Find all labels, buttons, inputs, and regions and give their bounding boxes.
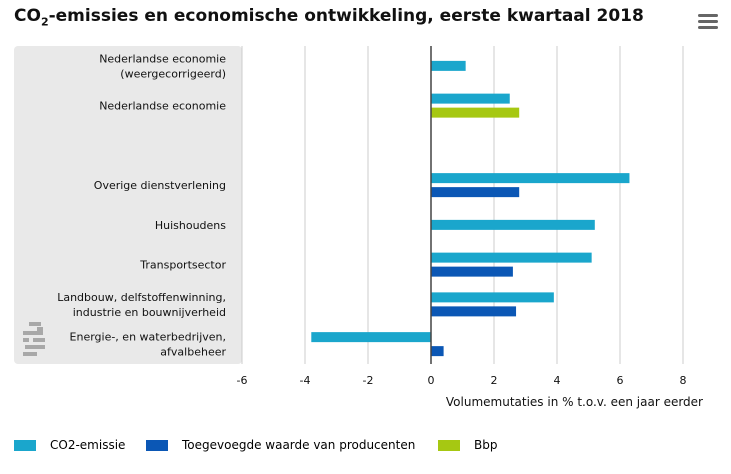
legend-label: Toegevoegde waarde van producenten bbox=[182, 438, 416, 452]
chart-title: CO2-emissies en economische ontwikkeling… bbox=[14, 6, 644, 29]
category-label-4: Huishoudens bbox=[155, 219, 226, 232]
x-tick-label: 8 bbox=[680, 374, 687, 387]
category-label-3: Overige dienstverlening bbox=[94, 179, 226, 192]
bar-series-0-cat-1 bbox=[431, 93, 510, 104]
legend-swatch bbox=[146, 439, 168, 451]
bar-series-1-cat-3 bbox=[431, 187, 520, 198]
category-label-0: Nederlandse economie (weergecorrigeerd) bbox=[99, 52, 226, 80]
category-label-line: Huishoudens bbox=[155, 219, 226, 232]
category-label-line: (weergecorrigeerd) bbox=[120, 67, 226, 80]
bar-series-0-cat-5 bbox=[431, 252, 592, 263]
category-label-7: Energie-, en waterbedrijven, afvalbeheer bbox=[70, 331, 227, 359]
cbs-logo bbox=[23, 322, 45, 356]
bar-series-2-cat-1 bbox=[431, 107, 520, 118]
bar-series-1-cat-5 bbox=[431, 266, 513, 277]
category-label-line: Nederlandse economie bbox=[99, 52, 226, 65]
bar-series-0-cat-0 bbox=[431, 60, 466, 71]
category-label-1: Nederlandse economie bbox=[99, 100, 226, 113]
x-tick-label: -4 bbox=[300, 374, 311, 387]
legend-item-0[interactable]: CO2-emissie bbox=[14, 438, 125, 452]
x-axis-label: Volumemutaties in % t.o.v. een jaar eerd… bbox=[446, 395, 703, 409]
category-label-line: Transportsector bbox=[139, 259, 226, 272]
x-tick-label: 4 bbox=[554, 374, 561, 387]
category-label-6: Landbouw, delfstoffenwinning, industrie e… bbox=[57, 291, 226, 319]
category-label-line: Energie-, en waterbedrijven, bbox=[70, 331, 226, 344]
bar-series-0-cat-3 bbox=[431, 173, 630, 184]
bar-series-0-cat-6 bbox=[431, 292, 554, 303]
bar-series-0-cat-7 bbox=[311, 332, 431, 343]
x-tick-label: 0 bbox=[428, 374, 435, 387]
legend-item-1[interactable]: Toegevoegde waarde van producenten bbox=[146, 438, 415, 452]
category-label-5: Transportsector bbox=[139, 259, 226, 272]
legend-item-2[interactable]: Bbp bbox=[438, 438, 497, 452]
bar-series-0-cat-4 bbox=[431, 219, 595, 230]
legend-label: CO2-emissie bbox=[50, 438, 126, 452]
category-label-line: afvalbeheer bbox=[160, 346, 226, 359]
legend-label: Bbp bbox=[474, 438, 498, 452]
x-tick-label: 6 bbox=[617, 374, 624, 387]
category-label-line: Nederlandse economie bbox=[99, 100, 226, 113]
category-panel bbox=[14, 46, 242, 364]
legend-swatch bbox=[14, 439, 36, 451]
legend-swatch bbox=[438, 439, 460, 451]
x-tick-label: -6 bbox=[237, 374, 248, 387]
bar-series-1-cat-6 bbox=[431, 306, 517, 317]
hamburger-menu-icon[interactable] bbox=[698, 14, 718, 30]
bar-series-1-cat-7 bbox=[431, 346, 444, 357]
x-tick-label: 2 bbox=[491, 374, 498, 387]
category-label-line: Overige dienstverlening bbox=[94, 179, 226, 192]
x-tick-label: -2 bbox=[363, 374, 374, 387]
category-label-line: Landbouw, delfstoffenwinning, bbox=[57, 291, 226, 304]
legend: CO2-emissie Toegevoegde waarde van produc… bbox=[14, 438, 714, 456]
category-label-line: industrie en bouwnijverheid bbox=[73, 306, 226, 319]
